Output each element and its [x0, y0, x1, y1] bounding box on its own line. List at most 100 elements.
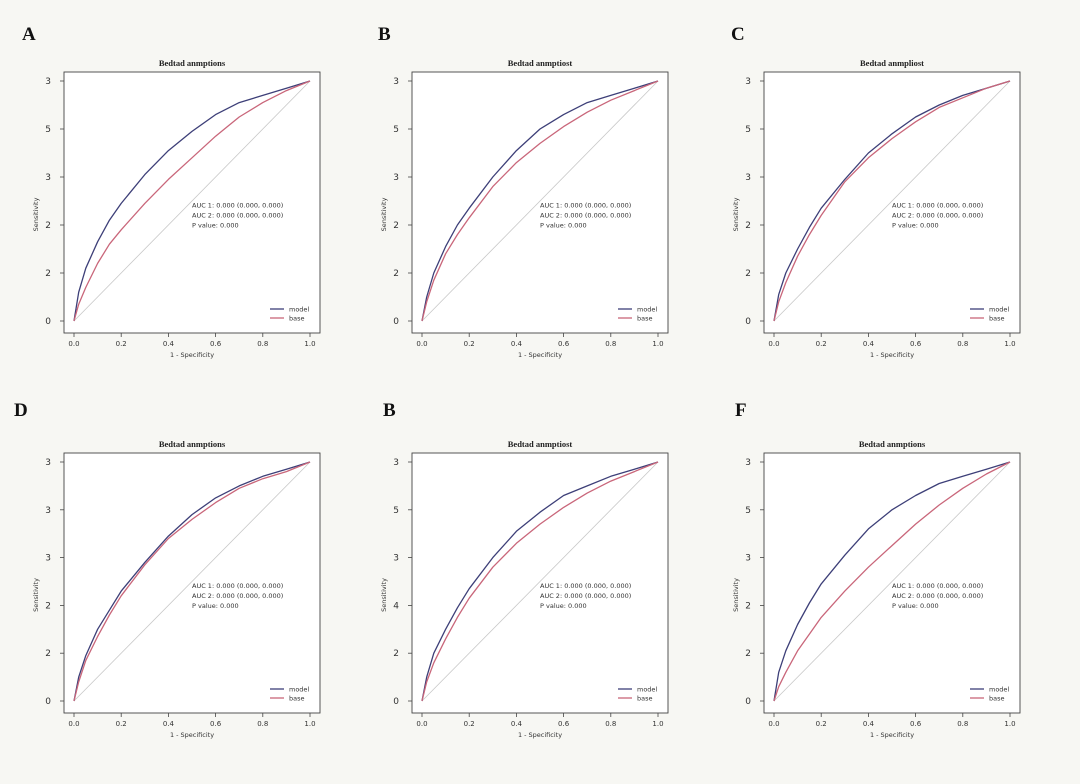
- x-tick-label: 0.6: [210, 720, 222, 728]
- x-axis-label: 1 - Specificity: [518, 351, 562, 359]
- y-tick-label: 2: [745, 269, 751, 279]
- panel-letter: C: [731, 24, 745, 45]
- roc-curve-model: [773, 80, 1011, 322]
- roc-curve-base: [421, 80, 659, 322]
- legend-label: model: [289, 686, 309, 694]
- roc-panel-4: D Bedtad anmptions 0 2 2 3 3 3 0.0 0.2 0.4 0.6 0.8 1.…: [14, 400, 321, 739]
- legend-label: base: [637, 695, 653, 703]
- y-tick-label: 3: [45, 506, 51, 516]
- roc-panel-3: C Bedtad anmpliost 0 2 2 3 5 3 0.0 0.2 0.4 0.6 0.8 1.…: [731, 24, 1021, 359]
- x-tick-label: 1.0: [652, 340, 663, 348]
- y-tick-label: 5: [745, 125, 751, 135]
- x-tick-label: 0.0: [768, 340, 779, 348]
- y-tick-label: 3: [393, 554, 399, 564]
- auc-annotation: P value: 0.000: [892, 602, 939, 610]
- x-tick-label: 0.6: [558, 340, 570, 348]
- y-tick-label: 2: [745, 221, 751, 231]
- legend-label: model: [289, 306, 309, 314]
- x-tick-label: 0.6: [210, 340, 222, 348]
- roc-curve-model: [773, 461, 1011, 702]
- panel-title: Bedtad anmpliost: [860, 58, 924, 68]
- auc-annotation: AUC 2: 0.000 (0.000, 0.000): [892, 212, 983, 220]
- x-axis-label: 1 - Specificity: [170, 351, 214, 359]
- panel-letter: D: [14, 400, 28, 421]
- roc-curve-base: [773, 461, 1011, 702]
- reference-diagonal: [73, 461, 311, 702]
- y-tick-label: 0: [745, 317, 751, 327]
- y-tick-label: 3: [745, 554, 751, 564]
- x-tick-label: 0.4: [163, 720, 175, 728]
- roc-panel-1: A Bedtad anmptions 0 2 2 3 5 3 0.0 0.2 0.4 0.6 0.8 1.…: [22, 24, 321, 359]
- legend-label: model: [637, 686, 657, 694]
- auc-annotation: AUC 2: 0.000 (0.000, 0.000): [192, 212, 283, 220]
- reference-diagonal: [421, 461, 659, 702]
- panel-title: Bedtad anmptiost: [508, 58, 573, 68]
- auc-annotation: AUC 1: 0.000 (0.000, 0.000): [892, 202, 983, 210]
- y-tick-label: 3: [745, 458, 751, 468]
- auc-annotation: AUC 2: 0.000 (0.000, 0.000): [192, 592, 283, 600]
- x-tick-label: 0.4: [511, 340, 523, 348]
- y-tick-label: 0: [393, 317, 399, 327]
- x-tick-label: 0.2: [464, 340, 475, 348]
- panel-letter: B: [383, 400, 396, 421]
- auc-annotation: AUC 2: 0.000 (0.000, 0.000): [540, 212, 631, 220]
- legend-label: base: [289, 315, 305, 323]
- y-axis-label: Sensitivity: [732, 578, 740, 612]
- y-tick-label: 4: [393, 601, 399, 611]
- roc-curve-model: [73, 461, 311, 702]
- roc-curve-base: [73, 80, 311, 322]
- plot-frame: [411, 71, 669, 334]
- plot-frame: [411, 452, 669, 714]
- y-tick-label: 5: [45, 125, 51, 135]
- x-tick-label: 0.0: [416, 340, 427, 348]
- y-tick-label: 2: [393, 649, 399, 659]
- y-tick-label: 5: [393, 125, 399, 135]
- y-tick-label: 2: [45, 269, 51, 279]
- plot-frame: [763, 452, 1021, 714]
- panel-title: Bedtad anmptions: [159, 58, 226, 68]
- x-tick-label: 1.0: [304, 720, 315, 728]
- x-tick-label: 0.0: [768, 720, 779, 728]
- auc-annotation: AUC 1: 0.000 (0.000, 0.000): [192, 202, 283, 210]
- auc-annotation: AUC 1: 0.000 (0.000, 0.000): [192, 582, 283, 590]
- x-tick-label: 0.2: [816, 340, 827, 348]
- auc-annotation: AUC 1: 0.000 (0.000, 0.000): [892, 582, 983, 590]
- x-axis-label: 1 - Specificity: [170, 731, 214, 739]
- auc-annotation: P value: 0.000: [540, 602, 587, 610]
- panel-title: Bedtad anmptions: [159, 439, 226, 449]
- x-axis-label: 1 - Specificity: [518, 731, 562, 739]
- x-tick-label: 0.6: [910, 340, 922, 348]
- x-tick-label: 0.2: [116, 340, 127, 348]
- plot-frame: [763, 71, 1021, 334]
- legend-label: base: [989, 695, 1005, 703]
- auc-annotation: P value: 0.000: [540, 222, 587, 230]
- y-axis-label: Sensitivity: [32, 197, 40, 231]
- reference-diagonal: [421, 80, 659, 322]
- roc-curve-base: [73, 461, 311, 702]
- y-tick-label: 2: [393, 269, 399, 279]
- x-tick-label: 0.4: [863, 340, 875, 348]
- plot-frame: [63, 71, 321, 334]
- x-tick-label: 0.6: [910, 720, 922, 728]
- y-tick-label: 2: [745, 649, 751, 659]
- legend-label: base: [989, 315, 1005, 323]
- y-tick-label: 3: [45, 77, 51, 87]
- roc-curve-model: [421, 80, 659, 322]
- legend-label: model: [989, 686, 1009, 694]
- legend-label: base: [289, 695, 305, 703]
- y-tick-label: 2: [745, 601, 751, 611]
- x-tick-label: 0.2: [116, 720, 127, 728]
- auc-annotation: P value: 0.000: [892, 222, 939, 230]
- panel-title: Bedtad anmptiost: [508, 439, 573, 449]
- y-axis-label: Sensitivity: [380, 197, 388, 231]
- y-axis-label: Sensitivity: [732, 197, 740, 231]
- y-tick-label: 3: [45, 458, 51, 468]
- legend-label: model: [637, 306, 657, 314]
- x-tick-label: 0.2: [816, 720, 827, 728]
- y-tick-label: 3: [393, 77, 399, 87]
- y-tick-label: 3: [45, 173, 51, 183]
- roc-curve-model: [73, 80, 311, 322]
- roc-panel-2: B Bedtad anmptiost 0 2 2 3 5 3 0.0 0.2 0.4 0.6 0.8 1.…: [378, 24, 669, 359]
- y-tick-label: 0: [45, 697, 51, 707]
